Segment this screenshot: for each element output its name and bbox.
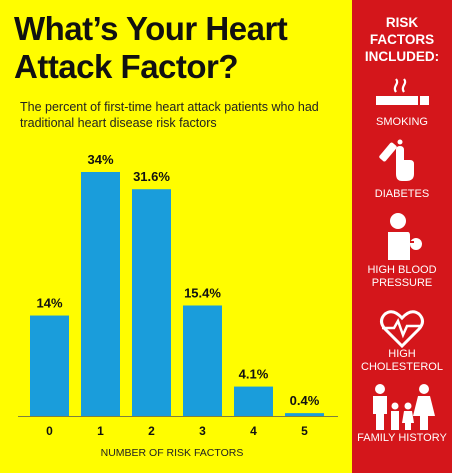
- factor-label-high-cholesterol: HIGH CHOLESTEROL: [361, 348, 443, 373]
- bar-4: [234, 386, 273, 416]
- x-tick-label-5: 5: [301, 424, 308, 438]
- bar-0: [30, 315, 69, 416]
- factor-label-high-blood-pressure: HIGH BLOOD PRESSURE: [367, 264, 437, 289]
- x-tick-label-1: 1: [97, 424, 104, 438]
- data-label-1: 34%: [87, 152, 113, 167]
- bar-2: [132, 189, 171, 416]
- data-label-2: 31.6%: [133, 169, 170, 184]
- bar-1: [81, 172, 120, 416]
- glucose-test-icon: [379, 139, 414, 181]
- x-axis-label: NUMBER OF RISK FACTORS: [101, 447, 244, 459]
- data-label-4: 4.1%: [239, 367, 269, 382]
- factor-label-smoking: SMOKING: [376, 116, 428, 128]
- cigarette-icon: [376, 78, 429, 105]
- chart-subtitle: The percent of first-time heart attack p…: [20, 100, 319, 130]
- data-label-3: 15.4%: [184, 285, 221, 300]
- x-tick-label-2: 2: [148, 424, 155, 438]
- bar-chart: 14% 0 34% 1 31.6% 2 15.4% 3 4.1% 4 0.4% 5 NUMBER OF …: [18, 152, 338, 459]
- x-tick-label-4: 4: [250, 424, 257, 438]
- sidebar-title: RISK FACTORS INCLUDED:: [364, 15, 440, 64]
- factor-label-family-history: FAMILY HISTORY: [357, 432, 447, 444]
- chart-title: What’s Your Heart Attack Factor?: [14, 10, 288, 85]
- family-icon: [373, 384, 435, 430]
- blood-pressure-icon: [388, 213, 422, 260]
- bar-3: [183, 305, 222, 416]
- data-label-5: 0.4%: [290, 393, 320, 408]
- bar-5: [285, 413, 324, 416]
- factor-label-diabetes: DIABETES: [374, 188, 430, 200]
- risk-factors-sidebar: RISK FACTORS INCLUDED: SMOKING DIABETES …: [352, 0, 452, 473]
- x-tick-label-0: 0: [46, 424, 53, 438]
- heart-pulse-icon: [380, 310, 424, 348]
- x-tick-label-3: 3: [199, 424, 206, 438]
- data-label-0: 14%: [36, 296, 62, 311]
